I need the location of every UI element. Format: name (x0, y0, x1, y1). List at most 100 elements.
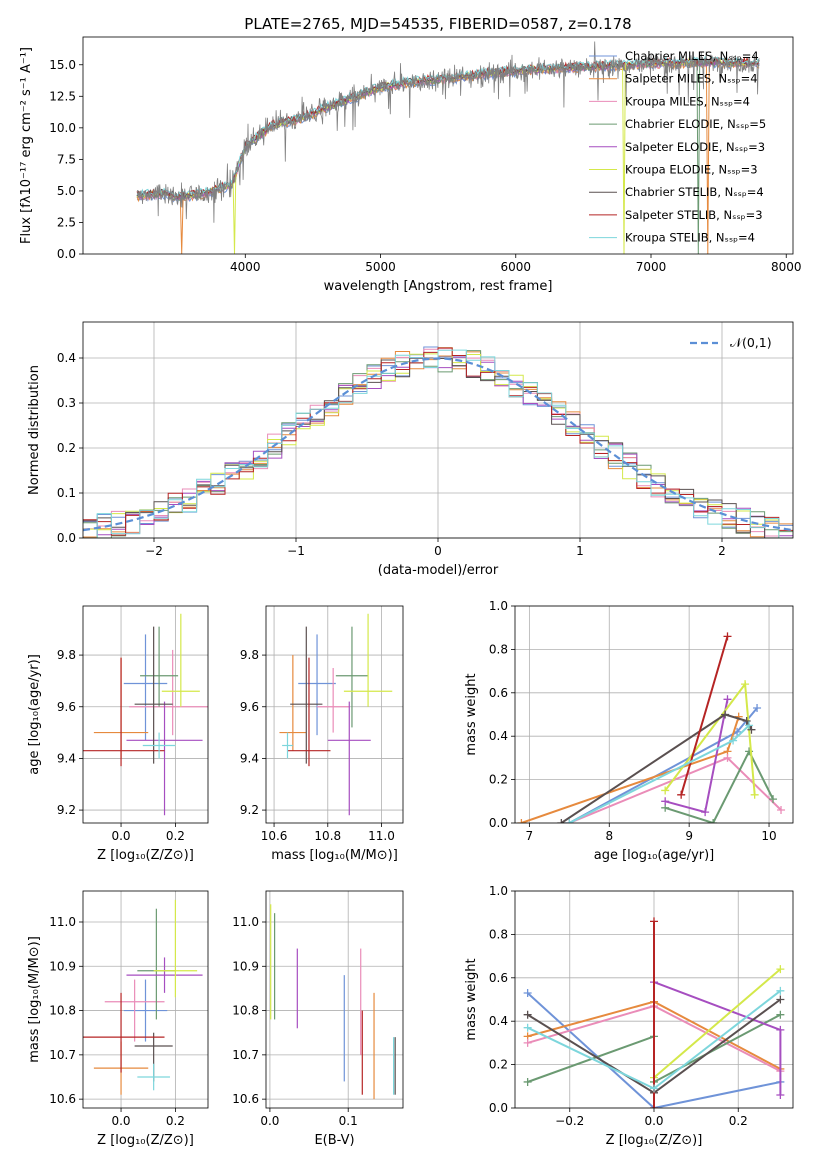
error-bar-point (343, 613, 393, 707)
panel-mass_vs_Z: 0.0 0.2 10.6 10.7 10.8 10.9 11.0 Z [log₁₀(Z/Z⊙)… (27, 890, 209, 1148)
x-axis-label: (data-model)/error (378, 563, 499, 578)
x-tick-label: 10.8 (314, 829, 341, 843)
error-bar-point (126, 701, 203, 816)
weight-marker (745, 721, 754, 730)
y-tick-label: 9.8 (57, 648, 76, 662)
weight-marker (776, 995, 785, 1004)
axes-frame (82, 36, 794, 255)
error-bar-point (137, 908, 176, 1020)
axes-frame (82, 605, 209, 824)
x-tick-label: −2 (145, 544, 163, 558)
x-tick-label: −1 (287, 544, 305, 558)
weight-marker (750, 790, 759, 799)
error-bar-point (83, 992, 165, 1073)
legend-entry: Kroupa ELODIE, Nₛₛₚ=3 (625, 163, 758, 177)
y-tick-label: 1.0 (489, 599, 508, 613)
panel-mass_vs_ebv: 0.0 0.1 10.6 10.7 10.8 10.9 11.0 E(B-V) (232, 890, 404, 1148)
y-axis-label: age [log₁₀(age/yr)] (27, 654, 42, 775)
y-tick-label: 2.5 (57, 215, 76, 229)
plot-area (270, 904, 396, 1100)
legend-entry: Kroupa STELIB, Nₛₛₚ=4 (625, 231, 755, 245)
y-tick-label: 0.0 (489, 816, 508, 830)
weight-marker (565, 819, 574, 823)
x-tick-label: 0 (434, 544, 442, 558)
y-tick-label: 5.0 (57, 184, 76, 198)
weight-marker (701, 808, 710, 817)
y-tick-label: 12.5 (49, 89, 76, 103)
x-tick-label: 0.1 (339, 1114, 358, 1128)
weight-series-line (560, 713, 753, 823)
plot-area (523, 917, 785, 1108)
y-tick-label: 15.0 (49, 58, 76, 72)
y-tick-label: 0.1 (57, 486, 76, 500)
axes-frame (265, 605, 404, 824)
model-line (136, 58, 760, 254)
gaussian-curve (83, 357, 793, 532)
y-tick-label: 0.0 (57, 247, 76, 261)
y-tick-label: 10.0 (49, 121, 76, 135)
x-axis-label: age [log₁₀(age/yr)] (594, 848, 715, 863)
y-tick-label: 0.2 (489, 773, 508, 787)
legend-entry: Salpeter MILES, Nₛₛₚ=4 (625, 72, 758, 86)
y-tick-label: 9.4 (240, 751, 259, 765)
plot-area (83, 346, 793, 538)
y-tick-label: 11.0 (232, 915, 259, 929)
error-bar-point (123, 634, 168, 741)
y-tick-label: 10.6 (232, 1092, 259, 1106)
y-tick-label: 10.8 (232, 1004, 259, 1018)
y-axis-label: Normed distribution (27, 365, 42, 495)
y-axis-label: Flux [fλ10⁻¹⁷ erg cm⁻² s⁻¹ A⁻¹] (19, 47, 34, 244)
y-tick-label: 0.3 (57, 396, 76, 410)
x-axis-label: wavelength [Angstrom, rest frame] (324, 279, 553, 294)
weight-series-line (568, 756, 782, 823)
y-tick-label: 10.7 (232, 1048, 259, 1062)
weight-marker (723, 753, 732, 762)
x-tick-label: 4000 (230, 260, 261, 274)
axes-frame (82, 321, 794, 539)
weight-marker (650, 1104, 658, 1108)
y-tick-label: 9.4 (57, 751, 76, 765)
weight-marker (517, 819, 526, 823)
weight-series-line (568, 707, 758, 823)
x-tick-label: 0.0 (644, 1114, 663, 1128)
error-bar-point (137, 1063, 170, 1091)
weight-marker (557, 819, 566, 823)
y-tick-label: 11.0 (49, 915, 76, 929)
weight-marker (650, 1084, 658, 1093)
weight-marker (776, 1010, 785, 1019)
y-tick-label: 0.0 (57, 531, 76, 545)
x-tick-label: 1 (576, 544, 584, 558)
panel-age_vs_mass: 10.6 10.8 11.0 9.2 9.4 9.6 9.8 mass [log₁₀(M/M⊙… (240, 605, 404, 863)
weight-marker (523, 988, 532, 997)
error-bar-point (279, 655, 307, 751)
weight-marker (776, 986, 785, 995)
axes-frame (82, 890, 209, 1109)
weight-marker (523, 1038, 532, 1047)
weight-marker (769, 795, 778, 804)
y-tick-label: 0.4 (57, 351, 76, 365)
y-tick-label: 10.9 (232, 959, 259, 973)
weight-marker (650, 917, 658, 926)
legend-entry: Chabrier STELIB, Nₛₛₚ=4 (625, 185, 764, 199)
plot-area (83, 613, 208, 816)
error-bar-point (104, 979, 165, 1042)
y-tick-label: 10.7 (49, 1048, 76, 1062)
error-bar-point (134, 626, 173, 764)
weight-marker (523, 1023, 532, 1032)
error-bar-point (123, 979, 168, 1042)
error-bar-point (129, 649, 208, 736)
error-bar-point (83, 657, 165, 767)
weight-series-line (680, 636, 729, 796)
weight-marker (661, 786, 670, 795)
weight-series-line (653, 968, 782, 1079)
x-axis-label: mass [log₁₀(M/M⊙)] (271, 848, 398, 863)
legend-entry: Kroupa MILES, Nₛₛₚ=4 (625, 94, 750, 108)
panel-residuals: −2 −1 0 1 2 0.0 0.1 0.2 0.3 0.4 (data-model)/error… (27, 321, 794, 578)
x-axis-label: Z [log₁₀(Z/Z⊙)] (97, 1133, 194, 1148)
weight-marker (677, 790, 686, 799)
x-tick-label: 8000 (771, 260, 802, 274)
error-bar-point (327, 701, 371, 816)
x-tick-label: 0.0 (111, 829, 130, 843)
error-bar-point (142, 732, 176, 759)
